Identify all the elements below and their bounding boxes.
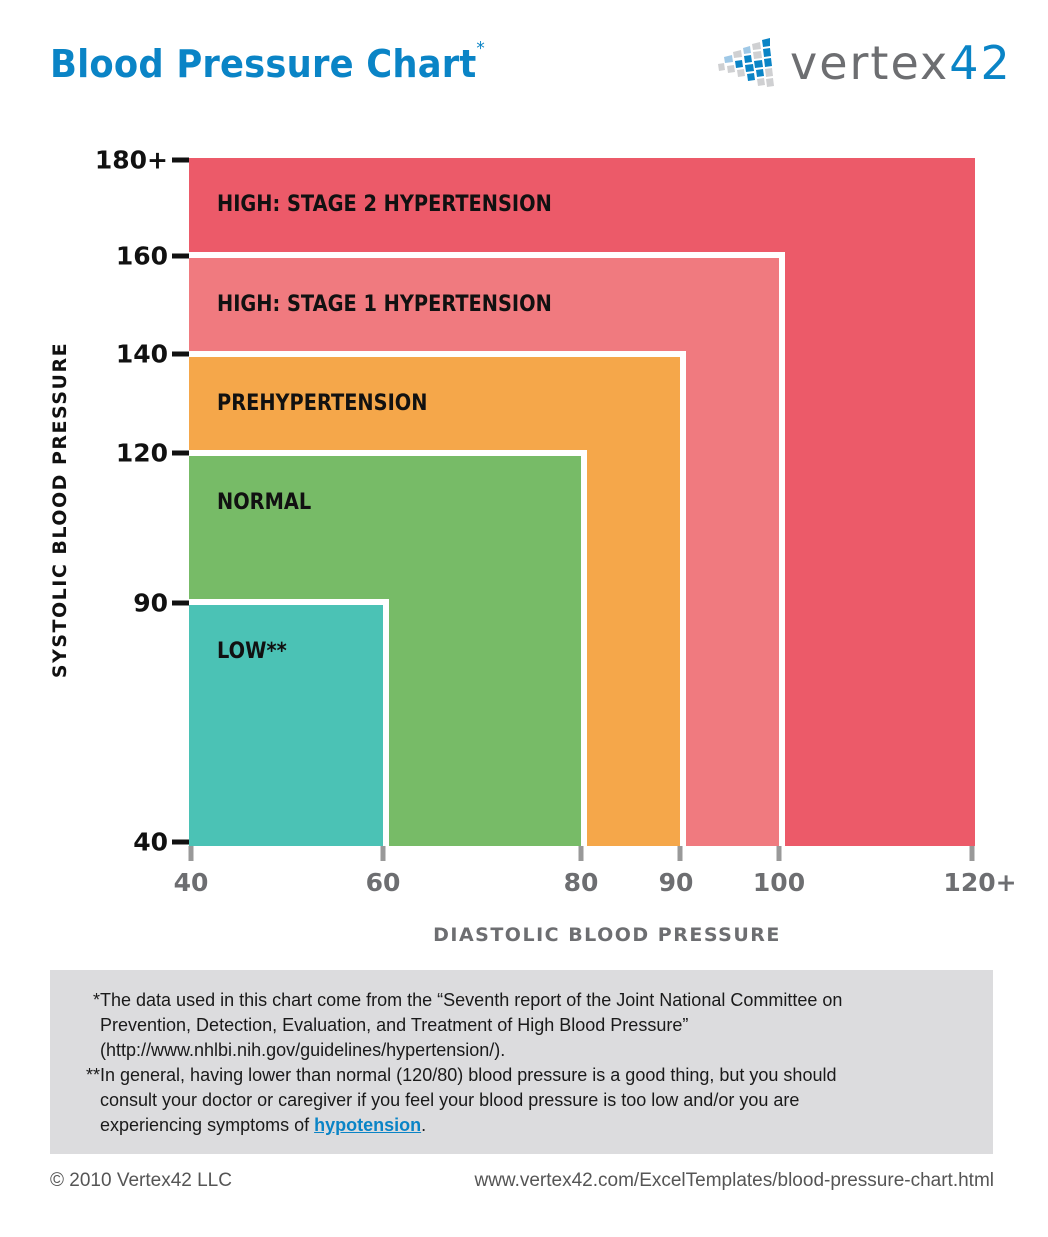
x-tick-40: 40 — [173, 868, 209, 897]
x-tick-80: 80 — [563, 868, 599, 897]
y-tick-mark-160 — [172, 253, 189, 259]
zone-label-stage2: HIGH: STAGE 2 HYPERTENSION — [217, 192, 552, 217]
footnote-1-line-2: Prevention, Detection, Evaluation, and T… — [100, 1015, 689, 1035]
source-url[interactable]: www.vertex42.com/ExcelTemplates/blood-pr… — [474, 1170, 994, 1191]
y-tick-mark-40 — [172, 839, 189, 845]
logo-number: 42 — [949, 36, 1012, 90]
footnote-2: ** In general, having lower than normal … — [50, 1063, 993, 1138]
y-tick-mark-180 — [172, 157, 189, 163]
footnote-1-mark: * — [92, 990, 100, 1010]
x-tick-60: 60 — [365, 868, 401, 897]
footnote-1: * The data used in this chart come from … — [50, 988, 993, 1063]
footnote-2-mark: ** — [85, 1065, 100, 1085]
footnote-1-line-1: The data used in this chart come from th… — [100, 990, 843, 1010]
y-tick-mark-90 — [172, 600, 189, 606]
y-tick-120: 120 — [115, 438, 168, 468]
x-tick-100: 100 — [752, 868, 806, 897]
footnote-2-line-1: In general, having lower than normal (12… — [100, 1065, 837, 1085]
y-tick-mark-120 — [172, 450, 189, 456]
chart-title: Blood Pressure Chart* — [50, 38, 485, 86]
y-tick-90: 90 — [133, 588, 168, 618]
y-tick-180: 180+ — [94, 145, 168, 175]
copyright-text: © 2010 Vertex42 LLC — [50, 1170, 232, 1191]
x-tick-mark-90 — [677, 846, 683, 861]
x-tick-120: 120+ — [943, 868, 1017, 897]
zone-label-normal: NORMAL — [217, 490, 312, 515]
footnotes-box: * The data used in this chart come from … — [50, 970, 993, 1154]
x-tick-mark-80 — [578, 846, 584, 861]
zone-low: LOW** — [189, 599, 389, 846]
x-tick-mark-40 — [188, 846, 194, 861]
footnote-1-line-3: (http://www.nhlbi.nih.gov/guidelines/hyp… — [100, 1040, 506, 1060]
zone-label-prehypertension: PREHYPERTENSION — [217, 391, 428, 416]
y-tick-mark-140 — [172, 351, 189, 357]
footnote-2-line-3: experiencing symptoms of hypotension. — [100, 1115, 427, 1135]
hypotension-link[interactable]: hypotension — [314, 1115, 422, 1135]
x-tick-90: 90 — [658, 868, 694, 897]
y-tick-40: 40 — [133, 827, 168, 857]
x-tick-mark-120 — [969, 846, 975, 861]
logo-wordmark: vertex — [790, 36, 950, 90]
y-axis-label: SYSTOLIC BLOOD PRESSURE — [49, 341, 71, 679]
zone-label-stage1: HIGH: STAGE 1 HYPERTENSION — [217, 292, 552, 317]
x-axis-label: DIASTOLIC BLOOD PRESSURE — [433, 924, 781, 946]
zone-label-low: LOW** — [217, 639, 287, 664]
x-tick-mark-60 — [380, 846, 386, 861]
grid-logo-icon — [718, 38, 774, 87]
y-tick-140: 140 — [115, 339, 168, 369]
y-tick-160: 160 — [115, 241, 168, 271]
vertex42-logo: vertex42 — [718, 34, 1010, 94]
x-tick-mark-100 — [776, 846, 782, 861]
footnote-2-line-2: consult your doctor or caregiver if you … — [100, 1090, 800, 1110]
plot-area: HIGH: STAGE 2 HYPERTENSION HIGH: STAGE 1… — [189, 158, 975, 846]
